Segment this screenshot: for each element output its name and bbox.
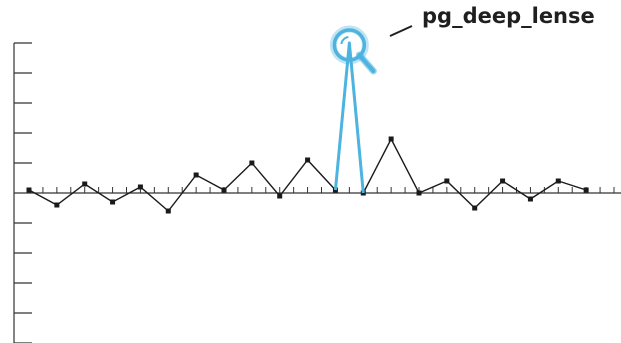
series-line-1 <box>28 158 336 213</box>
data-point <box>388 136 394 142</box>
data-point <box>54 202 60 208</box>
data-point <box>137 184 143 190</box>
highlight-spike-line <box>333 41 365 194</box>
magnifier-handle <box>357 53 376 73</box>
data-point <box>305 157 311 163</box>
x-axis <box>14 187 621 194</box>
data-point <box>110 199 116 205</box>
data-point <box>472 205 478 211</box>
magnifier-ring <box>332 28 367 62</box>
highlight-label: pg_deep_lense <box>422 4 595 28</box>
data-point <box>249 160 255 166</box>
data-point <box>277 193 283 199</box>
magnifier-glint <box>340 36 349 45</box>
data-series <box>26 136 589 214</box>
highlight-spike <box>333 41 365 194</box>
magnifier-icon <box>329 25 377 75</box>
callout-line <box>389 25 413 37</box>
data-point <box>583 187 589 193</box>
data-point <box>82 181 88 187</box>
data-point <box>444 178 450 184</box>
data-point <box>165 208 171 214</box>
data-point <box>416 190 422 196</box>
series-line-2 <box>362 137 587 209</box>
data-point <box>500 178 506 184</box>
data-point <box>221 187 227 193</box>
data-point <box>26 187 32 193</box>
data-point <box>527 196 533 202</box>
data-point <box>555 178 561 184</box>
data-point <box>193 172 199 178</box>
